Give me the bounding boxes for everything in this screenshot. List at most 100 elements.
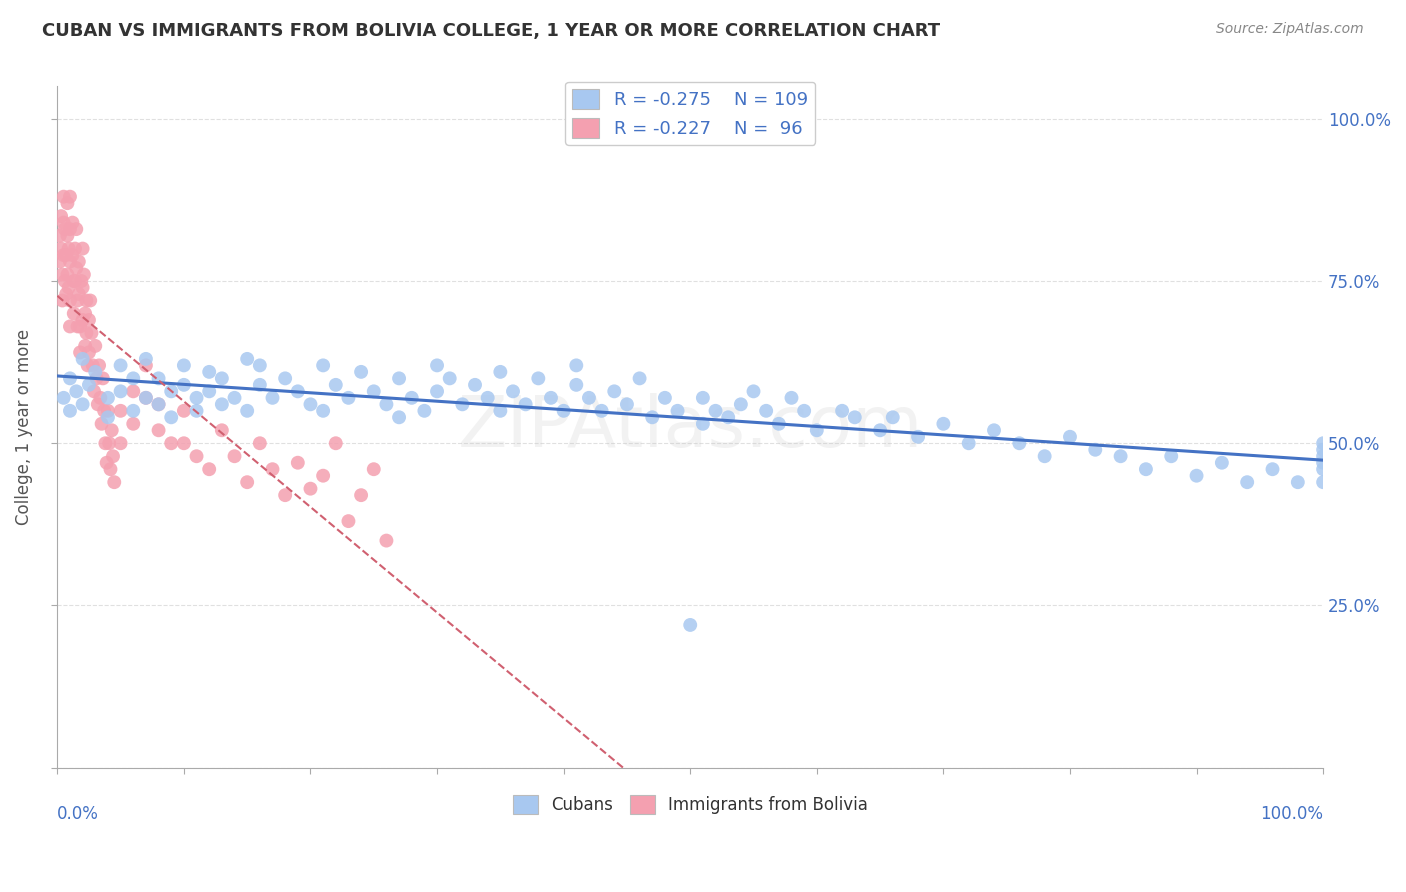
Point <box>287 384 309 399</box>
Point <box>489 404 512 418</box>
Point <box>578 391 600 405</box>
Point <box>325 436 347 450</box>
Point <box>58 242 80 256</box>
Point <box>93 404 115 418</box>
Point <box>52 248 75 262</box>
Point <box>540 391 562 405</box>
Point <box>502 384 524 399</box>
Point <box>89 391 111 405</box>
Point <box>148 371 170 385</box>
Point <box>72 397 94 411</box>
Point <box>173 359 195 373</box>
Point <box>70 274 93 288</box>
Point <box>224 391 246 405</box>
Point <box>287 456 309 470</box>
Point <box>1033 449 1056 463</box>
Point <box>1109 449 1132 463</box>
Point <box>768 417 790 431</box>
Point <box>1261 462 1284 476</box>
Point <box>83 384 105 399</box>
Point <box>69 345 91 359</box>
Text: Source: ZipAtlas.com: Source: ZipAtlas.com <box>1216 22 1364 37</box>
Text: 0.0%: 0.0% <box>58 805 100 823</box>
Point <box>67 254 90 268</box>
Point <box>135 351 157 366</box>
Point <box>654 391 676 405</box>
Point <box>62 216 84 230</box>
Point <box>337 391 360 405</box>
Point <box>742 384 765 399</box>
Point <box>135 359 157 373</box>
Point <box>831 404 853 418</box>
Point <box>62 248 84 262</box>
Point <box>1312 456 1334 470</box>
Point <box>59 222 82 236</box>
Point <box>52 391 75 405</box>
Point <box>49 209 72 223</box>
Point <box>198 462 221 476</box>
Point <box>72 242 94 256</box>
Point <box>565 377 588 392</box>
Point <box>932 417 955 431</box>
Point <box>97 410 120 425</box>
Point <box>56 228 79 243</box>
Point <box>1312 442 1334 457</box>
Point <box>755 404 778 418</box>
Text: 100.0%: 100.0% <box>1260 805 1323 823</box>
Point <box>65 222 87 236</box>
Point <box>426 359 449 373</box>
Point <box>135 391 157 405</box>
Point <box>148 397 170 411</box>
Point <box>67 287 90 301</box>
Point <box>806 423 828 437</box>
Point <box>82 359 104 373</box>
Point <box>236 475 259 490</box>
Point <box>72 313 94 327</box>
Point <box>58 280 80 294</box>
Point <box>477 391 499 405</box>
Point <box>75 339 97 353</box>
Point <box>63 274 86 288</box>
Point <box>553 404 575 418</box>
Point <box>464 377 486 392</box>
Point <box>84 365 107 379</box>
Point <box>198 365 221 379</box>
Point <box>160 436 183 450</box>
Point <box>793 404 815 418</box>
Point <box>173 404 195 418</box>
Point <box>59 371 82 385</box>
Point <box>110 436 132 450</box>
Point <box>59 189 82 203</box>
Point <box>211 397 233 411</box>
Point <box>730 397 752 411</box>
Point <box>76 359 98 373</box>
Point <box>1312 449 1334 463</box>
Point <box>236 404 259 418</box>
Point <box>122 404 145 418</box>
Point <box>413 404 436 418</box>
Point <box>96 456 118 470</box>
Point <box>882 410 904 425</box>
Point <box>780 391 803 405</box>
Point <box>1160 449 1182 463</box>
Point <box>616 397 638 411</box>
Point <box>53 222 76 236</box>
Point <box>51 293 73 308</box>
Point <box>98 436 121 450</box>
Point <box>122 417 145 431</box>
Point <box>75 326 97 340</box>
Point <box>56 268 79 282</box>
Point <box>52 216 75 230</box>
Point <box>103 475 125 490</box>
Point <box>350 488 373 502</box>
Point <box>160 384 183 399</box>
Point <box>77 377 100 392</box>
Point <box>101 449 124 463</box>
Text: ZIPAtlas.com: ZIPAtlas.com <box>457 392 922 461</box>
Point <box>236 351 259 366</box>
Point <box>679 618 702 632</box>
Point <box>515 397 537 411</box>
Point <box>148 397 170 411</box>
Point <box>844 410 866 425</box>
Point <box>65 261 87 276</box>
